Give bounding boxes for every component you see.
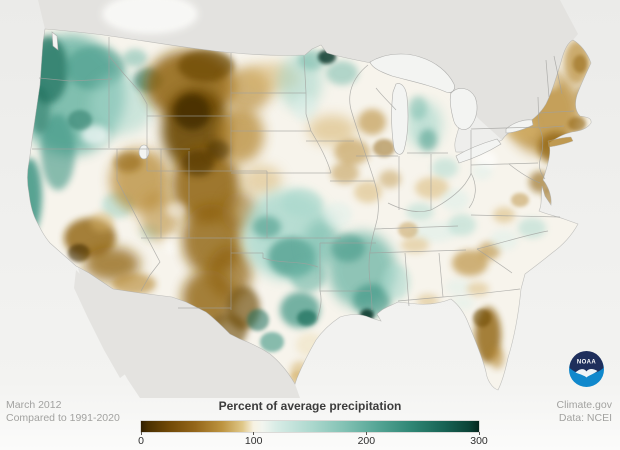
lake-erie <box>455 138 502 164</box>
precip-anomaly-blob <box>260 332 284 352</box>
footer-right: Climate.gov Data: NCEI <box>557 399 612 424</box>
precip-anomaly-blob <box>448 214 476 236</box>
precip-anomaly-blob <box>331 162 359 184</box>
precip-anomaly-blob <box>293 94 317 122</box>
precip-anomaly-blob <box>373 139 395 157</box>
colorbar-tick-label: 300 <box>470 435 488 447</box>
colorbar-tick-mark <box>365 432 367 435</box>
precip-anomaly-blob <box>401 237 429 253</box>
noaa-logo-graphic: NOAA <box>569 351 604 387</box>
precip-anomaly-blob <box>354 181 382 203</box>
precip-anomaly-blob <box>326 61 358 85</box>
precip-anomaly-blob <box>112 273 156 295</box>
footer-left: March 2012 Compared to 1991-2020 <box>6 399 120 424</box>
precip-anomaly-blob <box>358 109 386 135</box>
precip-anomaly-blob <box>445 279 471 295</box>
precip-anomaly-blob <box>331 234 365 262</box>
noaa-logo-fan <box>569 351 604 373</box>
colorbar-tick-label: 0 <box>138 435 144 447</box>
colorbar-tick-label: 200 <box>357 435 376 447</box>
site-label: Climate.gov <box>556 399 612 411</box>
precip-anomaly-blob <box>206 140 230 160</box>
precip-anomaly-blob <box>182 150 214 176</box>
colorbar-tick-mark <box>478 432 480 435</box>
colorbar-title: Percent of average precipitation <box>218 399 402 413</box>
precip-anomaly-blob <box>511 193 529 207</box>
precip-anomaly-blob <box>467 282 489 296</box>
precip-anomaly-blob <box>290 260 326 292</box>
lake-huron <box>449 88 478 130</box>
precip-anomaly-blob <box>163 235 185 253</box>
lake-ontario <box>505 119 534 134</box>
colorbar-tick-label: 100 <box>244 435 263 447</box>
precip-anomaly-blob <box>297 310 317 326</box>
precip-anomaly-blob <box>573 55 587 73</box>
precip-anomaly-blob <box>406 203 434 221</box>
precip-anomaly-blob <box>398 222 418 238</box>
precip-anomaly-blob <box>41 114 75 190</box>
precip-anomaly-blob <box>178 50 234 82</box>
precip-anomaly-blob <box>490 347 504 369</box>
precip-anomaly-blob <box>247 309 269 331</box>
canada-mountain-snow <box>102 0 198 34</box>
map-baseline-label: Compared to 1991-2020 <box>6 411 120 424</box>
precip-anomaly-blob <box>379 170 401 188</box>
precip-anomaly-blob <box>84 247 140 281</box>
precip-anomaly-blob <box>166 202 186 218</box>
precip-anomaly-blob <box>353 284 391 316</box>
precip-anomaly-blob <box>81 125 109 145</box>
colorbar-ticks: 0 100 200 300 <box>138 432 488 450</box>
precip-anomaly-blob <box>174 94 210 130</box>
map-period-label: March 2012 <box>6 399 62 411</box>
canada-landmass <box>38 0 578 140</box>
colorbar-tick-mark <box>253 432 255 435</box>
precip-anomaly-blob <box>490 230 518 250</box>
precip-anomaly-blob <box>493 207 515 223</box>
state-boundaries <box>32 37 575 321</box>
precip-anomaly-blob <box>432 158 458 178</box>
precip-anomaly-blob <box>308 115 356 145</box>
precip-anomaly-blob <box>324 202 352 228</box>
precip-anomaly-blob <box>242 165 282 195</box>
mexico-landmass <box>78 268 300 398</box>
puget-sound <box>51 31 59 51</box>
colorbar-tick-mark <box>140 432 142 435</box>
precip-anomaly-blob <box>452 250 488 276</box>
seagull-icon <box>575 368 598 378</box>
precip-anomaly-blob <box>68 244 90 262</box>
precip-anomaly-blob <box>419 129 437 151</box>
precip-anomaly-blob <box>409 96 427 120</box>
precip-anomaly-blob <box>472 164 492 180</box>
noaa-logo: NOAA <box>568 351 605 388</box>
precip-anomaly-blob <box>90 212 114 232</box>
precip-anomaly-blob <box>334 139 370 165</box>
precip-anomaly-blob <box>441 189 469 211</box>
precip-anomaly-blob <box>382 264 410 300</box>
great-lakes <box>51 31 534 164</box>
precip-anomaly-blob <box>518 218 546 238</box>
baja-california <box>74 270 128 378</box>
precip-anomaly-blob <box>415 177 449 199</box>
precip-anomaly-blob <box>123 49 147 67</box>
great-salt-lake <box>138 144 150 160</box>
noaa-logo-text: NOAA <box>577 360 597 366</box>
precip-anomaly-blob <box>568 117 586 131</box>
precip-anomaly-blob <box>90 74 154 134</box>
lake-michigan <box>391 83 409 155</box>
data-source-label: Data: NCEI <box>558 411 612 424</box>
precip-anomaly-blob <box>282 189 322 217</box>
precip-anomaly-blob <box>68 110 92 130</box>
precip-anomaly-blob <box>473 309 491 327</box>
colorbar-gradient <box>141 421 479 432</box>
precip-anomaly-blob <box>27 158 42 234</box>
long-island <box>547 136 574 148</box>
precip-anomaly-blob <box>114 152 142 172</box>
